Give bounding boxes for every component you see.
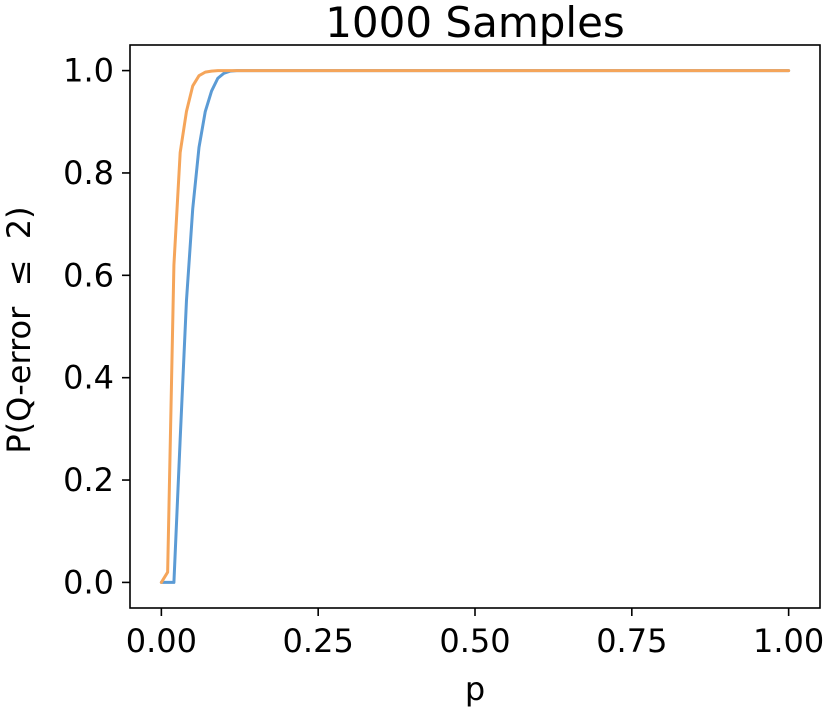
- y-tick-label: 0.0: [63, 563, 114, 601]
- chart-title: 1000 Samples: [325, 0, 625, 47]
- y-axis: 0.0 0.2 0.4 0.6 0.8 1.0: [63, 52, 130, 601]
- y-axis-label: P(Q-error ≤ 2): [0, 206, 38, 453]
- x-tick-label: 0.25: [283, 622, 354, 660]
- x-tick-label: 0.00: [126, 622, 197, 660]
- x-axis-label: p: [465, 670, 485, 708]
- series-layer: [159, 69, 791, 584]
- y-tick-label: 0.4: [63, 359, 114, 397]
- y-tick-label: 0.2: [63, 461, 114, 499]
- x-tick-label: 0.75: [596, 622, 667, 660]
- y-tick-label: 0.8: [63, 154, 114, 192]
- y-tick-label: 1.0: [63, 52, 114, 90]
- series-line-1: [159, 69, 791, 584]
- y-tick-label: 0.6: [63, 256, 114, 294]
- x-tick-label: 0.50: [439, 622, 510, 660]
- plot-frame: [129, 44, 821, 609]
- series-line-2: [159, 69, 791, 584]
- x-tick-label: 1.00: [753, 622, 824, 660]
- x-axis: 0.00 0.25 0.50 0.75 1.00: [126, 608, 824, 660]
